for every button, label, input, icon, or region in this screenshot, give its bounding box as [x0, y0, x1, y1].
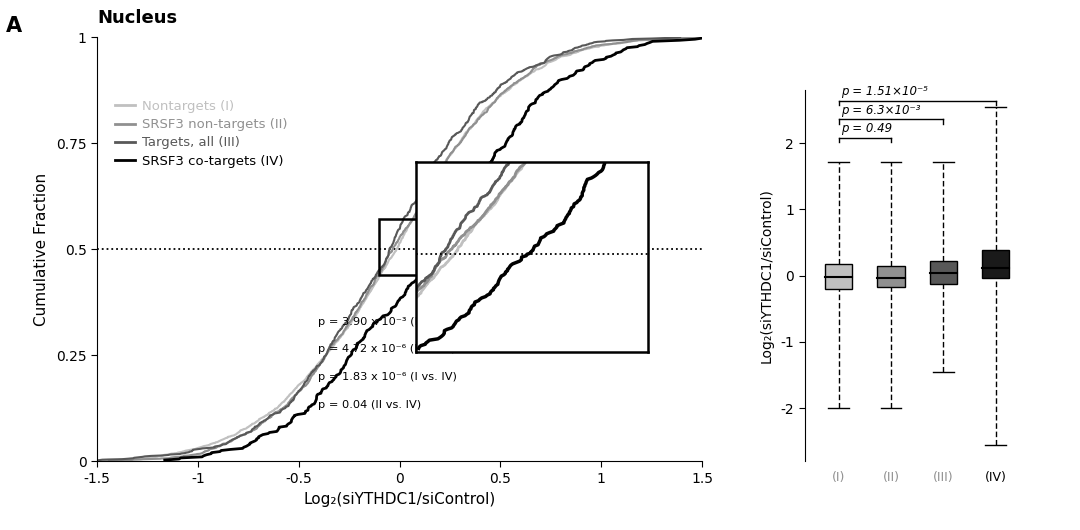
Text: A: A	[5, 16, 22, 36]
Legend: Nontargets (I), SRSF3 non-targets (II), Targets, all (III), SRSF3 co-targets (IV: Nontargets (I), SRSF3 non-targets (II), …	[110, 94, 293, 173]
Text: p = 3.90 x 10⁻³ (I vs. II): p = 3.90 x 10⁻³ (I vs. II)	[318, 317, 453, 327]
Bar	[877, 266, 905, 287]
Text: Nucleus: Nucleus	[97, 9, 177, 27]
Text: p = 0.49: p = 0.49	[841, 122, 892, 135]
Text: (III): (III)	[933, 471, 954, 484]
Bar	[825, 264, 852, 289]
Text: (I): (I)	[832, 471, 846, 484]
Bar	[982, 251, 1009, 278]
X-axis label: Log₂(siYTHDC1/siControl): Log₂(siYTHDC1/siControl)	[303, 492, 496, 507]
Y-axis label: Log₂(siYTHDC1/siControl): Log₂(siYTHDC1/siControl)	[759, 188, 773, 363]
Text: p = 1.51×10⁻⁵: p = 1.51×10⁻⁵	[841, 85, 928, 98]
Text: (IV): (IV)	[985, 471, 1007, 484]
Bar	[930, 261, 957, 284]
Y-axis label: Cumulative Fraction: Cumulative Fraction	[35, 173, 50, 325]
Text: p = 1.83 x 10⁻⁶ (I vs. IV): p = 1.83 x 10⁻⁶ (I vs. IV)	[318, 372, 457, 382]
Text: (II): (II)	[882, 471, 900, 484]
Text: p = 4.72 x 10⁻⁶ (I vs. III): p = 4.72 x 10⁻⁶ (I vs. III)	[318, 344, 456, 355]
Text: p = 0.04 (II vs. IV): p = 0.04 (II vs. IV)	[318, 400, 421, 410]
Bar	[379, 219, 423, 275]
Text: p = 6.3×10⁻³: p = 6.3×10⁻³	[841, 103, 921, 117]
